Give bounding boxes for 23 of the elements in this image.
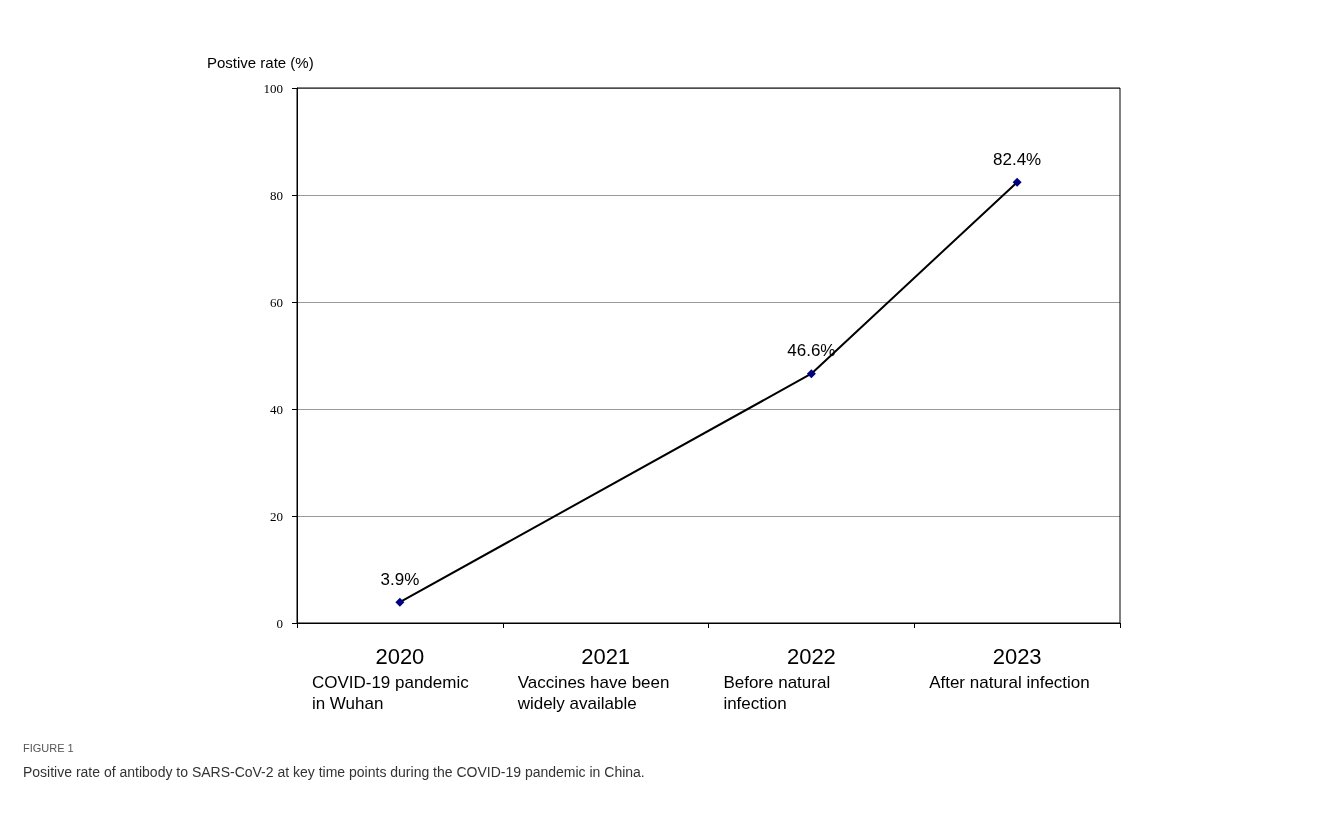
data-label: 82.4% [993,149,1042,169]
text: FIGURE 1 [23,741,74,754]
text: After natural infection [929,673,1090,692]
point [395,597,405,607]
y-tick-label: 100 [263,80,283,96]
text: Before natural infection [723,673,835,713]
point [1012,177,1022,187]
data-label: 46.6% [787,341,836,361]
point [806,369,816,379]
y-tick-label: 60 [270,294,283,310]
data-label: 3.9% [380,569,420,589]
y-axis-title: Postive rate (%) [207,54,314,71]
text: COVID-19 pandemic in Wuhan [311,673,474,713]
y-tick-label: 0 [276,615,283,631]
x-tick-label: 2023 [992,643,1042,669]
text: Vaccines have been widely available [516,673,675,713]
text: Positive rate of antibody to SARS-CoV-2 at key time points during the COVID-19 pandemic in China. [23,764,645,780]
y-tick-label: 20 [270,508,283,524]
x-tick-label: 2022 [786,643,836,669]
y-tick-label: 80 [270,187,283,203]
y-tick-label: 40 [270,401,283,417]
x-tick-label: 2020 [375,643,425,669]
x-tick-label: 2021 [581,643,631,669]
